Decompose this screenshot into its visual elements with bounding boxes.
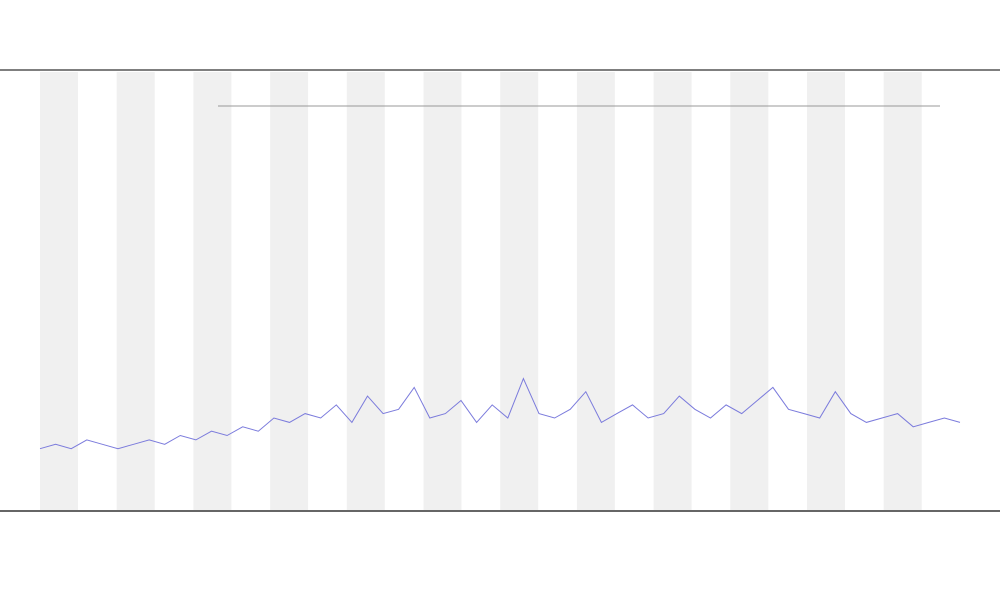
line-series [39, 377, 961, 450]
shaded-band [883, 72, 922, 510]
shaded-band [423, 72, 462, 510]
shaded-band [116, 72, 155, 510]
shaded-band [500, 72, 539, 510]
shaded-band [346, 72, 385, 510]
shaded-band [270, 72, 309, 510]
shaded-band [40, 72, 78, 510]
shaded-band [576, 72, 615, 510]
shaded-band [193, 72, 232, 510]
shaded-band [730, 72, 769, 510]
shaded-band [807, 72, 845, 510]
shaded-band [653, 72, 692, 510]
